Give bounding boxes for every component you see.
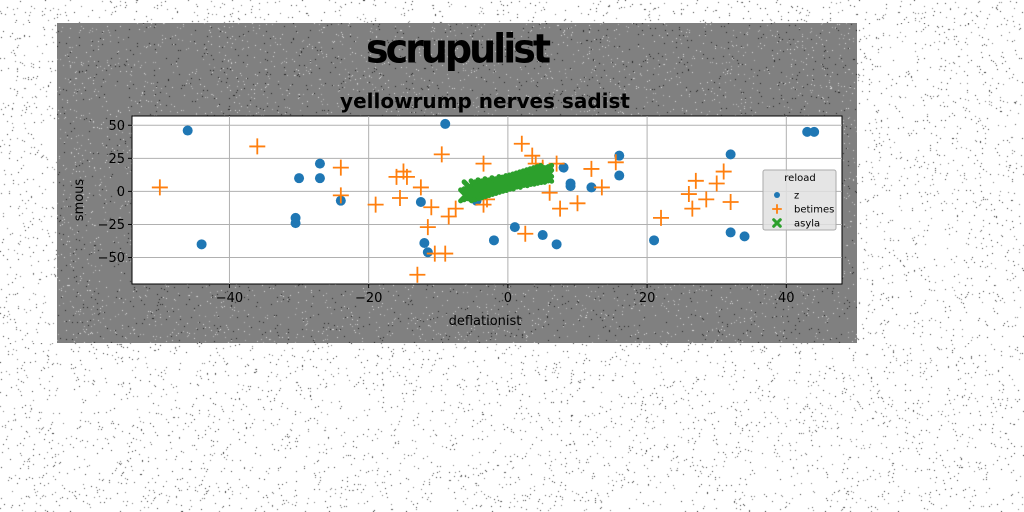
data-point-betimes	[524, 147, 541, 164]
y-tick-label: 50	[108, 119, 125, 134]
grid-lines	[132, 116, 842, 284]
data-point-betimes	[653, 209, 670, 226]
x-axis-label: deflationist	[449, 314, 522, 329]
data-point-betimes	[249, 138, 266, 155]
data-point-z	[314, 158, 325, 169]
data-point-z	[182, 125, 193, 136]
x-tick-label: 0	[504, 291, 512, 306]
legend-marker-z	[774, 192, 780, 198]
plot-area	[131, 115, 843, 285]
data-point-z	[614, 170, 625, 181]
data-point-betimes	[423, 199, 440, 216]
data-point-betimes	[708, 175, 725, 192]
data-point-z	[537, 230, 548, 241]
data-point-z	[725, 149, 736, 160]
data-point-betimes	[151, 179, 168, 196]
data-point-betimes	[607, 154, 624, 171]
data-point-betimes	[687, 172, 704, 189]
data-point-betimes	[367, 196, 384, 213]
chart-figure: scrupulist yellowrump nerves sadist −40−…	[57, 23, 857, 343]
legend-label-z: z	[794, 191, 799, 202]
data-point-betimes	[715, 163, 732, 180]
data-point-betimes	[440, 208, 457, 225]
data-point-betimes	[475, 155, 492, 172]
data-point-betimes	[722, 193, 739, 210]
data-point-z	[809, 126, 820, 137]
data-point-betimes	[517, 225, 534, 242]
data-point-z	[725, 227, 736, 238]
data-point-z	[586, 182, 597, 193]
chart-legend: reload z betimes asyla	[762, 169, 837, 231]
x-tick-label: −20	[355, 291, 382, 306]
data-point-asyla	[534, 167, 551, 184]
chart-title: scrupulist	[365, 25, 551, 73]
legend-marker-asyla	[772, 218, 782, 228]
data-point-betimes	[593, 179, 610, 196]
x-tick-label: 20	[639, 291, 656, 306]
data-point-z	[415, 196, 426, 207]
data-point-z	[314, 173, 325, 184]
legend-box	[762, 169, 837, 231]
data-point-betimes	[680, 186, 697, 203]
data-point-z	[419, 237, 430, 248]
legend-marker-betimes	[772, 204, 782, 214]
data-point-betimes	[391, 190, 408, 207]
y-tick-label: −25	[98, 218, 125, 233]
data-point-betimes	[398, 168, 415, 185]
data-points	[151, 118, 820, 283]
data-point-z	[440, 118, 451, 129]
data-point-betimes	[412, 179, 429, 196]
data-point-betimes	[569, 195, 586, 212]
data-point-z	[551, 239, 562, 250]
legend-label-asyla: asyla	[794, 219, 820, 230]
data-point-z	[488, 235, 499, 246]
data-point-z	[649, 235, 660, 246]
data-point-betimes	[583, 160, 600, 177]
y-tick-label: 0	[117, 185, 125, 200]
data-point-z	[558, 162, 569, 173]
data-point-z	[739, 231, 750, 242]
data-point-z	[509, 222, 520, 233]
data-point-betimes	[447, 200, 464, 217]
data-point-z	[294, 173, 305, 184]
data-point-z	[565, 178, 576, 189]
data-point-betimes	[433, 146, 450, 163]
data-point-betimes	[332, 159, 349, 176]
data-point-betimes	[684, 200, 701, 217]
x-tick-label: −40	[216, 291, 243, 306]
legend-label-betimes: betimes	[794, 205, 834, 216]
data-point-betimes	[513, 135, 530, 152]
data-point-z	[802, 126, 813, 137]
data-point-betimes	[437, 245, 454, 262]
y-axis-label: smous	[72, 179, 87, 222]
chart-subtitle: yellowrump nerves sadist	[340, 89, 630, 113]
data-point-z	[196, 239, 207, 250]
data-point-z	[422, 247, 433, 258]
legend-title: reload	[784, 173, 815, 184]
y-tick-label: −50	[98, 251, 125, 266]
data-point-betimes	[409, 266, 426, 283]
data-point-betimes	[541, 184, 558, 201]
scatter-plot: yellowrump nerves sadist −40 −20 0 20 40 50 25…	[72, 89, 843, 329]
x-tick-label: 40	[778, 291, 795, 306]
data-point-betimes	[552, 200, 569, 217]
data-point-z	[614, 150, 625, 161]
data-point-betimes	[419, 219, 436, 236]
axes: −40 −20 0 20 40 50 25 0 −25 −50	[98, 119, 795, 306]
data-point-betimes	[698, 191, 715, 208]
data-point-z	[290, 218, 301, 229]
data-point-betimes	[332, 187, 349, 204]
y-tick-label: 25	[108, 152, 125, 167]
